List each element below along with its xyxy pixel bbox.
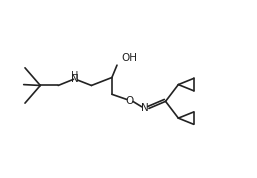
Text: OH: OH — [121, 53, 137, 63]
Text: N: N — [141, 103, 149, 113]
Text: O: O — [126, 96, 134, 106]
Text: N: N — [71, 74, 79, 84]
Text: H: H — [71, 71, 78, 81]
